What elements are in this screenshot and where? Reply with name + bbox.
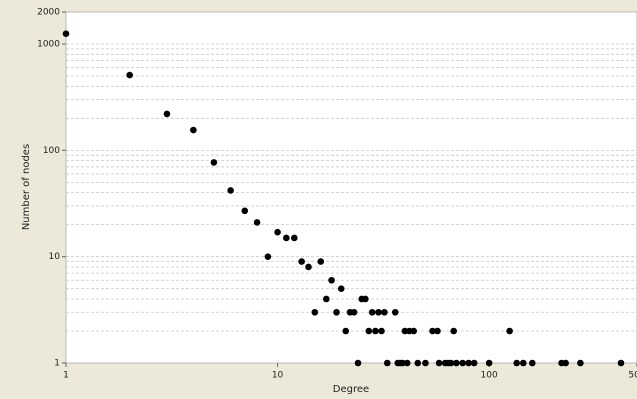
x-tick-label: 1 <box>63 371 69 381</box>
point <box>298 258 305 265</box>
point <box>465 359 472 367</box>
point <box>470 359 478 367</box>
point <box>391 308 399 316</box>
point <box>375 308 382 316</box>
point <box>333 308 340 316</box>
point <box>429 327 436 335</box>
point <box>283 234 290 242</box>
point <box>362 295 369 303</box>
point <box>453 359 460 367</box>
point <box>368 308 376 316</box>
point <box>459 359 466 367</box>
point <box>372 327 379 335</box>
point <box>381 308 388 316</box>
x-tick-label: 100 <box>481 371 498 381</box>
point <box>422 359 429 367</box>
x-tick-label: 10 <box>272 371 284 381</box>
point <box>190 126 197 134</box>
y-tick-label: 10 <box>49 252 61 262</box>
y-tick-label: 1 <box>54 359 60 369</box>
y-tick-label: 100 <box>43 146 60 156</box>
y-axis-label: Number of nodes <box>21 144 32 230</box>
y-tick-label: 2000 <box>37 8 60 18</box>
point <box>350 308 358 316</box>
point <box>328 276 335 284</box>
point <box>264 253 272 260</box>
point <box>577 359 584 367</box>
point <box>337 285 345 292</box>
point <box>163 110 171 118</box>
y-tick-label: 1000 <box>37 40 60 50</box>
point <box>227 187 234 194</box>
point <box>414 359 422 367</box>
point <box>513 359 520 367</box>
point <box>274 228 281 236</box>
x-tick-label: 500 <box>628 371 637 381</box>
point <box>241 207 249 215</box>
point <box>562 359 569 367</box>
x-axis-label: Degree <box>333 384 369 395</box>
point <box>253 219 261 226</box>
point <box>519 359 527 367</box>
plot-area <box>65 11 637 364</box>
point <box>410 327 417 335</box>
point <box>529 359 536 367</box>
point <box>399 359 406 367</box>
point <box>450 327 457 335</box>
point <box>291 234 298 242</box>
point <box>506 327 513 335</box>
point <box>435 359 443 367</box>
point <box>62 30 70 38</box>
point <box>434 327 441 335</box>
point <box>378 327 385 335</box>
point <box>485 359 493 367</box>
point <box>311 308 319 316</box>
point <box>317 258 325 265</box>
point <box>323 295 330 303</box>
point <box>305 263 312 271</box>
point <box>365 327 373 335</box>
point <box>210 159 218 166</box>
point <box>126 71 133 79</box>
point <box>342 327 350 335</box>
point <box>383 359 391 367</box>
point <box>617 359 625 367</box>
point <box>354 359 362 367</box>
point <box>403 359 411 367</box>
point <box>447 359 455 367</box>
